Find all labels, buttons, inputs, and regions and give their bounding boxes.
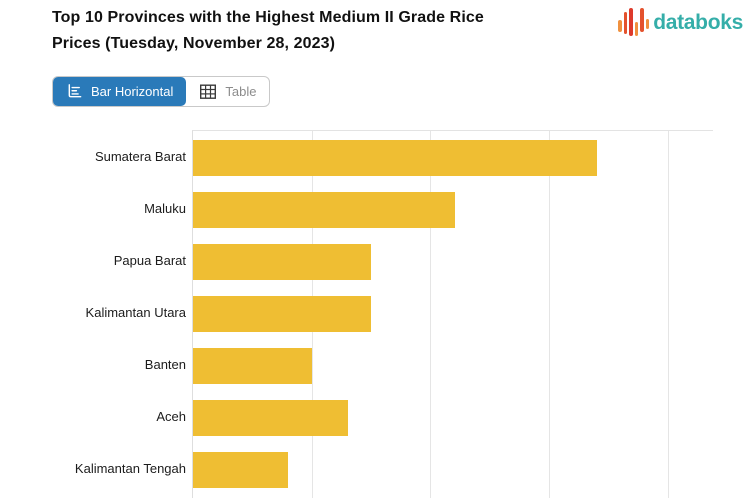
bar-banten[interactable] [193,348,312,384]
category-label: Sumatera Barat [94,149,186,164]
databoks-logo: databoks [618,8,743,38]
view-toggle-bar-horizontal[interactable]: Bar Horizontal [53,77,187,106]
bar-kalimantan-utara[interactable] [193,296,371,332]
page-title-line1: Top 10 Provinces with the Highest Medium… [52,9,484,26]
bar-horizontal-label: Bar Horizontal [91,84,174,99]
category-label: Maluku [144,201,186,216]
page-title: Top 10 Provinces with the Highest Medium… [52,5,484,57]
category-labels: Sumatera Barat Maluku Papua Barat Kalimanta… [0,130,186,498]
category-label: Kalimantan Utara [85,305,186,320]
bar-horizontal-chart-icon [66,83,83,100]
horizontal-bar-chart: Sumatera Barat Maluku Papua Barat Kalimanta… [0,130,753,498]
view-toggle-group: Bar Horizontal Table [52,76,271,107]
page-title-line2: Prices (Tuesday, November 28, 2023) [52,35,336,52]
bar-papua-barat[interactable] [193,244,371,280]
category-label: Banten [144,357,186,372]
table-label: Table [225,84,257,99]
bar-aceh[interactable] [193,400,348,436]
bar-kalimantan-tengah[interactable] [193,452,288,488]
bar-maluku[interactable] [193,192,455,228]
bar-sumatera-barat[interactable] [193,140,597,176]
databoks-pulse-icon [618,8,650,38]
brand-text: databoks [653,11,743,34]
plot-area [192,130,713,498]
view-toggle-table[interactable]: Table [186,77,269,106]
x-gridline [549,131,550,498]
x-gridline [668,131,669,498]
category-label: Papua Barat [113,253,186,268]
category-label: Aceh [156,409,186,424]
x-gridline [430,131,431,498]
table-grid-icon [199,84,217,100]
category-label: Kalimantan Tengah [74,461,186,476]
